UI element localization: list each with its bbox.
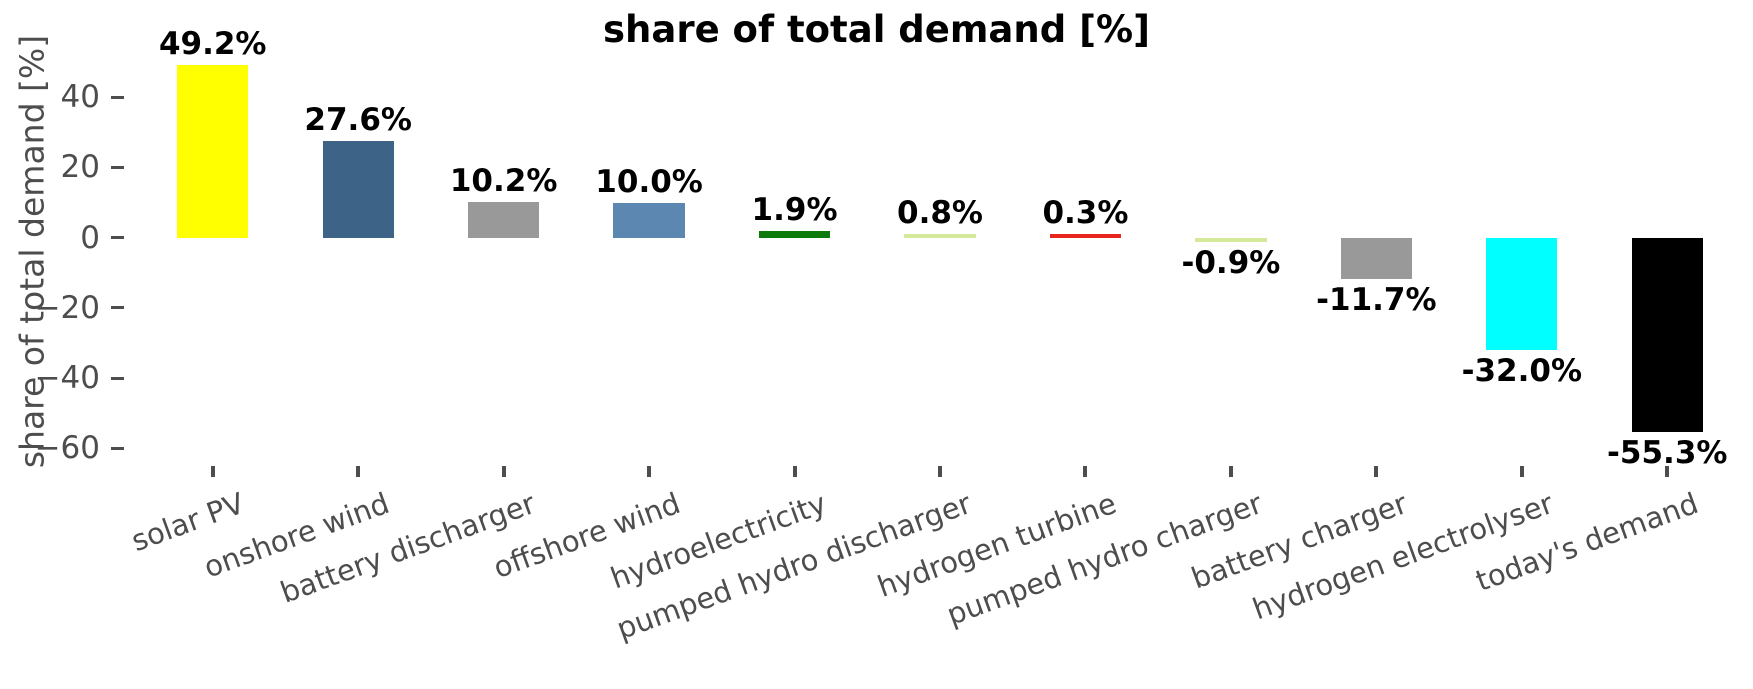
y-tick-3: −20: [35, 290, 140, 326]
y-tick-4: −40: [35, 360, 140, 396]
bar-value-9: -32.0%: [1461, 353, 1583, 390]
bar-value-10: -55.3%: [1607, 434, 1728, 471]
bar-9[interactable]: [1486, 237, 1558, 351]
y-tick-label: 40: [60, 79, 100, 116]
y-tick-mark: [111, 165, 124, 169]
x-tick-mark-8: [1374, 466, 1379, 477]
bar-value-7: -0.9%: [1181, 244, 1281, 281]
bar-value-4: 1.9%: [751, 191, 838, 228]
y-tick-mark: [111, 446, 124, 450]
x-tick-mark-5: [938, 466, 942, 477]
y-tick-label: −40: [34, 360, 100, 397]
y-tick-0: 40: [61, 79, 140, 115]
bar-4[interactable]: [758, 230, 831, 238]
bar-2[interactable]: [468, 201, 540, 238]
bar-7[interactable]: [1195, 237, 1267, 242]
chart-title: share of total demand [%]: [603, 8, 1150, 51]
bar-value-1: 27.6%: [304, 101, 412, 138]
bar-6[interactable]: [1049, 233, 1122, 238]
y-tick-mark: [111, 376, 124, 380]
bar-3[interactable]: [613, 202, 685, 238]
bar-0[interactable]: [177, 64, 249, 238]
bar-value-6: 0.3%: [1042, 194, 1129, 231]
bar-value-2: 10.2%: [449, 162, 558, 199]
bar-value-5: 0.8%: [897, 194, 983, 231]
y-tick-5: −60: [35, 430, 140, 466]
y-tick-2: 0: [80, 220, 140, 256]
y-tick-label: 20: [60, 149, 100, 186]
y-tick-label: −20: [34, 289, 100, 326]
x-tick-mark-0: [210, 466, 215, 477]
y-tick-label: 0: [80, 219, 100, 256]
x-tick-mark-6: [1083, 466, 1088, 477]
y-tick-mark: [111, 306, 124, 310]
x-tick-mark-3: [647, 466, 652, 477]
plot-area: 40 20 0 −20 −40 −60 49.2% 27.6% 10.2% 10.0% 1.9% 0…: [35, 26, 1740, 477]
bar-8[interactable]: [1340, 237, 1412, 279]
y-tick-1: 20: [61, 149, 140, 185]
bar-value-8: -11.7%: [1316, 281, 1437, 318]
bar-value-0: 49.2%: [158, 25, 267, 62]
bar-5[interactable]: [904, 233, 976, 238]
x-tick-mark-10: [1665, 466, 1670, 477]
x-tick-mark-7: [1228, 466, 1233, 477]
x-tick-mark-1: [356, 466, 361, 477]
y-tick-mark: [111, 95, 124, 99]
y-tick-mark: [111, 236, 124, 240]
bar-value-3: 10.0%: [595, 163, 703, 200]
bar-1[interactable]: [322, 140, 394, 238]
y-tick-label: −60: [34, 430, 100, 467]
bar-10[interactable]: [1631, 237, 1703, 432]
x-tick-mark-2: [501, 466, 506, 477]
x-tick-mark-4: [792, 466, 797, 477]
x-tick-mark-9: [1519, 466, 1524, 477]
